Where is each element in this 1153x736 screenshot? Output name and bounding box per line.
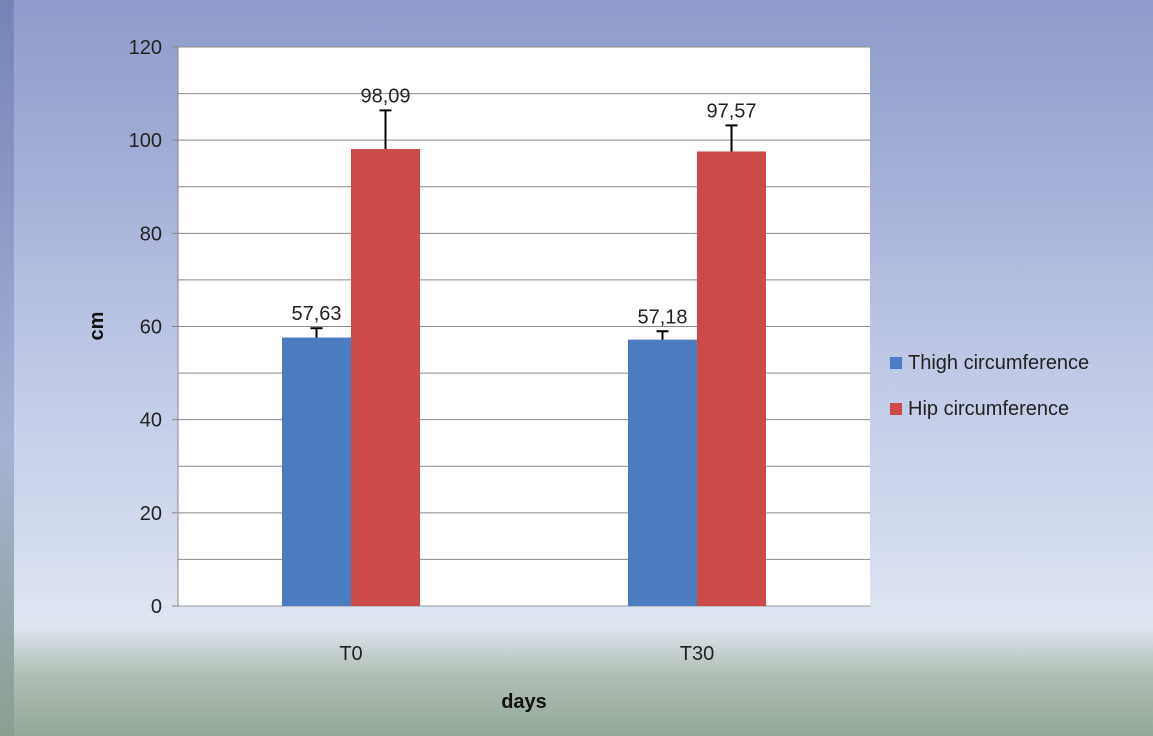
y-tick-label: 120 <box>129 37 162 59</box>
x-axis-ticks: T0 T30 <box>339 643 714 665</box>
data-label: 98,09 <box>360 85 410 107</box>
legend: Thigh circumference Hip circumference <box>890 340 1089 432</box>
data-label: 57,18 <box>637 306 687 328</box>
y-tick-label: 20 <box>140 503 162 525</box>
data-labels: 57,63 98,09 57,18 97,57 <box>291 85 756 328</box>
y-tick-label: 60 <box>140 317 162 339</box>
legend-item-hip: Hip circumference <box>890 386 1089 432</box>
bar <box>282 337 351 606</box>
bars <box>282 149 766 606</box>
y-tick-label: 100 <box>129 130 162 152</box>
y-axis-title: cm <box>86 312 108 341</box>
y-tick-label: 80 <box>140 223 162 245</box>
x-tick-label: T0 <box>339 643 362 665</box>
legend-swatch-hip <box>890 403 902 415</box>
y-axis-ticks: 0 20 40 60 80 100 120 <box>129 37 178 618</box>
x-tick-label: T30 <box>680 643 714 665</box>
y-tick-label: 40 <box>140 410 162 432</box>
legend-label-thigh: Thigh circumference <box>908 351 1090 374</box>
data-label: 57,63 <box>291 303 341 325</box>
error-bars <box>310 109 738 340</box>
legend-label-hip: Hip circumference <box>908 397 1070 420</box>
y-tick-label: 0 <box>151 596 162 618</box>
bar <box>628 339 697 606</box>
bar <box>351 149 420 606</box>
legend-swatch-thigh <box>890 357 902 369</box>
legend-item-thigh: Thigh circumference <box>890 340 1089 386</box>
data-label: 97,57 <box>706 100 756 122</box>
bar <box>697 151 766 606</box>
x-axis-title: days <box>501 691 547 713</box>
